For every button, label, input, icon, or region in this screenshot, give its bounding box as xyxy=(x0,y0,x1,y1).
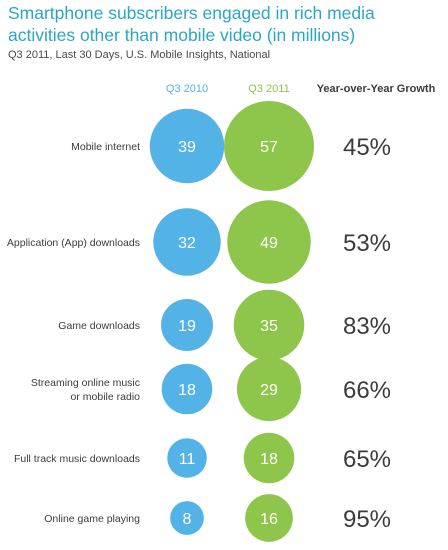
category-label: Game downloads xyxy=(58,320,140,332)
bubble-q3-2011 xyxy=(243,432,295,484)
chart-title: Smartphone subscribers engaged in rich m… xyxy=(8,3,375,45)
bubble-q3-2011 xyxy=(236,356,302,422)
value-label-q3-2011: 57 xyxy=(260,139,278,156)
growth-label: 45% xyxy=(343,134,391,161)
value-label-q3-2010: 32 xyxy=(178,235,196,252)
growth-label: 53% xyxy=(343,230,391,257)
value-label-q3-2010: 18 xyxy=(178,382,196,399)
value-label-q3-2010: 11 xyxy=(179,451,196,468)
value-label-q3-2010: 39 xyxy=(178,139,196,156)
value-label-q3-2011: 35 xyxy=(260,318,278,335)
bubble-q3-2011 xyxy=(233,289,305,361)
column-header-q3-2011: Q3 2011 xyxy=(248,83,289,95)
category-label: Application (App) downloads xyxy=(7,237,140,249)
bubble-q3-2011 xyxy=(227,200,311,284)
growth-label: 65% xyxy=(343,446,391,473)
category-label: Mobile internet xyxy=(71,141,140,153)
value-label-q3-2010: 19 xyxy=(178,318,196,335)
value-label-q3-2011: 49 xyxy=(260,235,278,252)
chart-subtitle: Q3 2011, Last 30 Days, U.S. Mobile Insig… xyxy=(8,49,271,61)
growth-label: 83% xyxy=(343,313,391,340)
column-header-q3-2010: Q3 2010 xyxy=(166,83,208,95)
category-label: Online game playing xyxy=(44,513,140,525)
column-header-growth: Year-over-Year Growth xyxy=(317,83,436,95)
category-label: Streaming online music or mobile radio xyxy=(31,377,140,403)
bubble-q3-2010 xyxy=(153,208,221,276)
value-label-q3-2011: 18 xyxy=(260,451,278,468)
bubble-q3-2010 xyxy=(170,501,204,535)
value-label-q3-2011: 29 xyxy=(260,382,278,399)
value-label-q3-2011: 16 xyxy=(260,511,278,528)
growth-label: 95% xyxy=(343,506,391,533)
bubble-q3-2010 xyxy=(167,438,207,478)
bubble-q3-2011 xyxy=(224,101,314,191)
value-label-q3-2010: 8 xyxy=(183,511,192,528)
bubble-q3-2011 xyxy=(245,494,293,542)
category-label: Full track music downloads xyxy=(14,453,140,465)
growth-label: 66% xyxy=(343,377,391,404)
bubble-q3-2010 xyxy=(161,299,213,351)
bubble-q3-2010 xyxy=(161,363,213,415)
bubble-q3-2010 xyxy=(149,108,225,184)
